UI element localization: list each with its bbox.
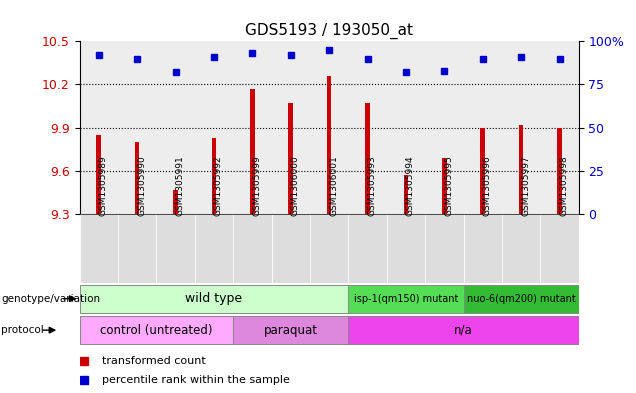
Text: GSM1305997: GSM1305997 xyxy=(521,156,530,216)
Bar xyxy=(156,41,195,214)
Bar xyxy=(442,158,446,214)
Bar xyxy=(195,214,233,283)
Bar xyxy=(519,125,523,214)
Bar xyxy=(80,41,118,214)
Bar xyxy=(118,214,156,283)
Text: GSM1305990: GSM1305990 xyxy=(137,156,146,216)
Text: GSM1305993: GSM1305993 xyxy=(368,156,377,216)
Bar xyxy=(502,41,541,214)
Bar xyxy=(464,214,502,283)
Bar xyxy=(327,76,331,214)
Text: transformed count: transformed count xyxy=(102,356,205,366)
Bar xyxy=(349,214,387,283)
Bar xyxy=(387,41,425,214)
Text: protocol: protocol xyxy=(1,325,44,335)
Bar xyxy=(288,103,293,214)
Bar xyxy=(404,175,408,214)
Bar xyxy=(212,138,216,214)
Text: GSM1306001: GSM1306001 xyxy=(329,156,338,216)
Bar xyxy=(425,41,464,214)
Bar xyxy=(480,128,485,214)
Bar xyxy=(80,316,233,344)
Bar xyxy=(233,41,272,214)
Bar xyxy=(272,214,310,283)
Bar xyxy=(135,142,139,214)
Text: GSM1305998: GSM1305998 xyxy=(560,156,569,216)
Text: GSM1305989: GSM1305989 xyxy=(99,156,107,216)
Bar xyxy=(349,316,579,344)
Bar xyxy=(387,214,425,283)
Bar xyxy=(502,214,541,283)
Text: GSM1305999: GSM1305999 xyxy=(252,156,261,216)
Text: control (untreated): control (untreated) xyxy=(100,323,212,337)
Bar xyxy=(250,89,254,214)
Text: GSM1306000: GSM1306000 xyxy=(291,156,300,216)
Text: percentile rank within the sample: percentile rank within the sample xyxy=(102,375,290,386)
Bar xyxy=(80,214,118,283)
Text: n/a: n/a xyxy=(454,323,473,337)
Text: genotype/variation: genotype/variation xyxy=(1,294,100,304)
Text: GSM1305992: GSM1305992 xyxy=(214,156,223,216)
Text: GSM1305996: GSM1305996 xyxy=(483,156,492,216)
Bar xyxy=(365,103,370,214)
Text: nuo-6(qm200) mutant: nuo-6(qm200) mutant xyxy=(467,294,576,304)
Title: GDS5193 / 193050_at: GDS5193 / 193050_at xyxy=(245,22,413,39)
Bar xyxy=(173,190,178,214)
Bar xyxy=(310,41,349,214)
Text: paraquat: paraquat xyxy=(264,323,318,337)
Text: GSM1305995: GSM1305995 xyxy=(445,156,453,216)
Bar xyxy=(464,41,502,214)
Text: wild type: wild type xyxy=(185,292,242,305)
Bar xyxy=(425,214,464,283)
Bar xyxy=(233,214,272,283)
Bar xyxy=(349,285,464,313)
Bar xyxy=(97,135,101,214)
Bar xyxy=(118,41,156,214)
Bar xyxy=(541,41,579,214)
Bar xyxy=(195,41,233,214)
Bar xyxy=(156,214,195,283)
Bar xyxy=(233,316,349,344)
Bar xyxy=(310,214,349,283)
Bar xyxy=(464,285,579,313)
Bar xyxy=(80,285,349,313)
Text: GSM1305991: GSM1305991 xyxy=(176,156,184,216)
Text: GSM1305994: GSM1305994 xyxy=(406,156,415,216)
Bar xyxy=(272,41,310,214)
Text: isp-1(qm150) mutant: isp-1(qm150) mutant xyxy=(354,294,458,304)
Bar xyxy=(349,41,387,214)
Bar xyxy=(541,214,579,283)
Bar xyxy=(557,128,562,214)
